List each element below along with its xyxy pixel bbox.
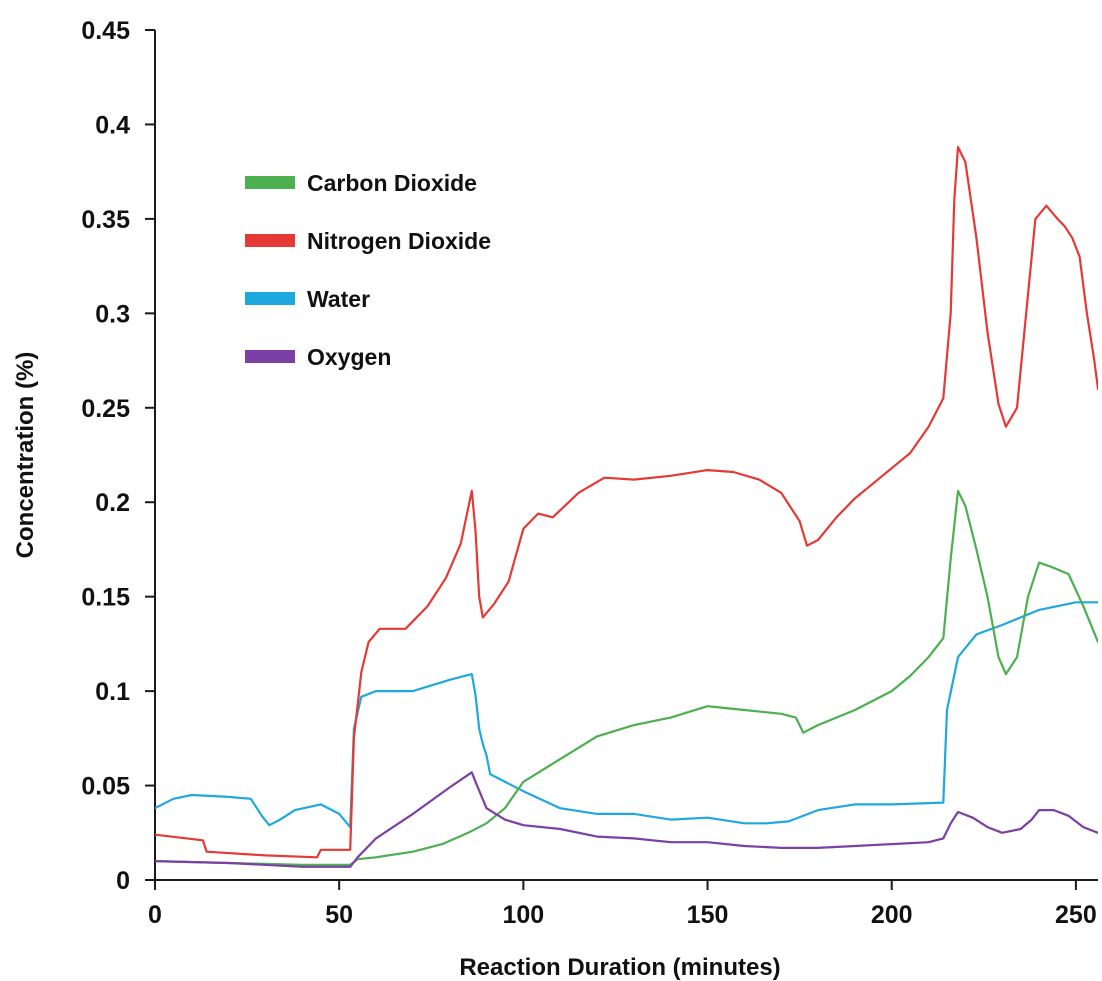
axes — [154, 30, 1098, 881]
y-tick-label: 0.4 — [95, 111, 130, 139]
series-line-oxygen — [155, 771, 1098, 868]
y-tick-label: 0.15 — [81, 584, 130, 612]
series-line-water — [155, 601, 1098, 829]
legend-swatch — [245, 350, 295, 363]
y-tick-label: 0.1 — [95, 678, 130, 706]
y-tick-label: 0.05 — [81, 773, 130, 801]
x-tick-label: 200 — [871, 901, 913, 929]
legend: Carbon Dioxide Nitrogen Dioxide Water Oxyge… — [245, 170, 491, 370]
y-tick-label: 0.2 — [95, 489, 130, 517]
series-line-carbon-dioxide — [155, 489, 1098, 866]
y-tick-label: 0.45 — [81, 17, 130, 45]
y-tick-label: 0.35 — [81, 206, 130, 234]
series-line-nitrogen-dioxide — [155, 146, 1098, 859]
x-axis-title: Reaction Duration (minutes) — [459, 954, 780, 981]
y-tick-label: 0 — [116, 867, 130, 895]
legend-swatch — [245, 176, 295, 189]
y-axis-title: Concentration (%) — [12, 352, 39, 559]
y-tick-label: 0.25 — [81, 395, 130, 423]
legend-label: Oxygen — [307, 344, 391, 370]
legend-label: Nitrogen Dioxide — [307, 228, 491, 254]
x-ticks: 0 50 100 150 200 250 — [148, 880, 1097, 929]
y-ticks: 0 0.05 0.1 0.15 0.2 0.25 0.3 0.35 0.4 0.45 — [81, 17, 155, 895]
x-tick-label: 0 — [148, 901, 162, 929]
legend-label: Carbon Dioxide — [307, 170, 477, 196]
x-tick-label: 100 — [503, 901, 545, 929]
y-tick-label: 0.3 — [95, 300, 130, 328]
legend-swatch — [245, 234, 295, 247]
x-tick-label: 150 — [687, 901, 729, 929]
x-tick-label: 250 — [1055, 901, 1097, 929]
x-tick-label: 50 — [325, 901, 353, 929]
series-layer — [155, 146, 1098, 868]
legend-label: Water — [307, 286, 370, 312]
legend-swatch — [245, 292, 295, 305]
